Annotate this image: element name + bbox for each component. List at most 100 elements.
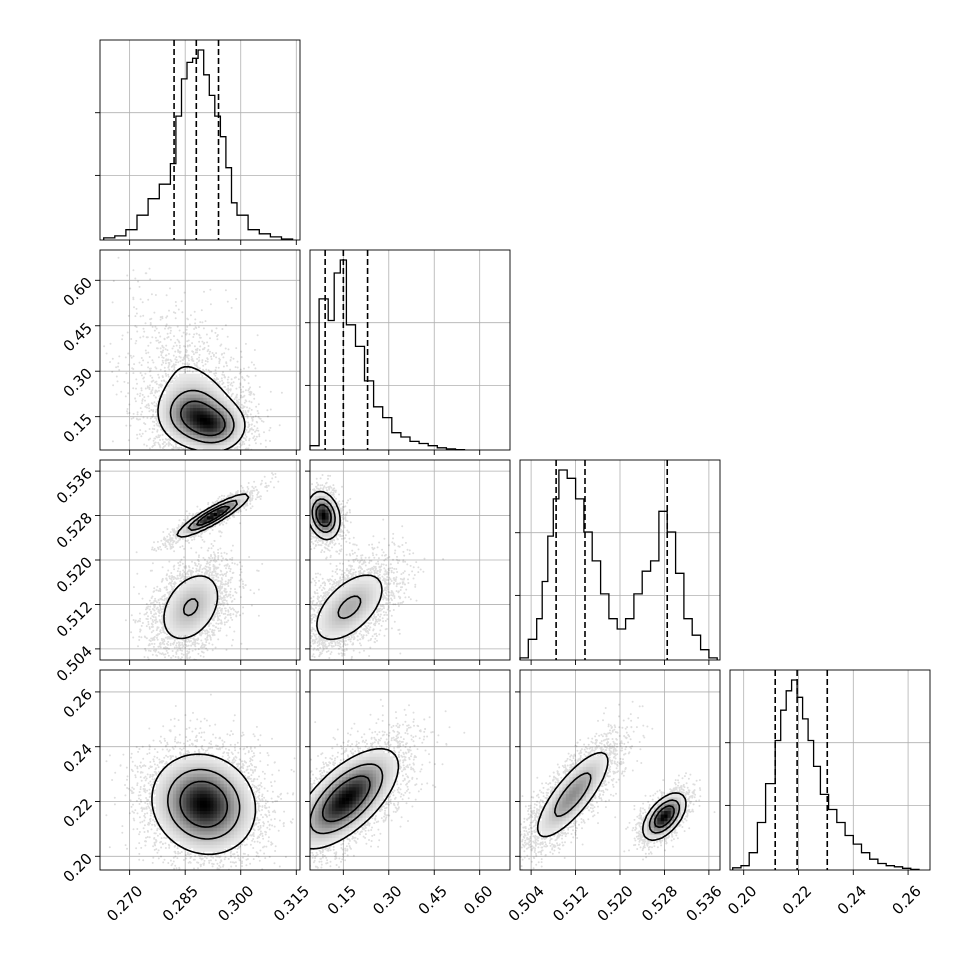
density-cell bbox=[318, 509, 323, 513]
density-cell bbox=[338, 624, 343, 629]
density-cell bbox=[159, 404, 163, 408]
density-cell bbox=[196, 756, 201, 761]
density-cell bbox=[220, 421, 224, 425]
axes-frame bbox=[309, 249, 511, 451]
density-cell bbox=[203, 817, 208, 822]
density-cell bbox=[565, 790, 570, 794]
density-cell bbox=[548, 803, 553, 808]
density-cell bbox=[332, 827, 336, 832]
density-cell bbox=[237, 820, 241, 825]
density-cell bbox=[172, 773, 177, 778]
density-cell bbox=[315, 529, 319, 534]
density-cell bbox=[545, 814, 550, 818]
density-cell bbox=[233, 807, 238, 811]
density-cell bbox=[169, 770, 174, 774]
density-cell bbox=[220, 814, 224, 818]
density-cell bbox=[183, 624, 187, 629]
density-cell bbox=[599, 756, 604, 761]
density-cell bbox=[166, 807, 170, 811]
density-cell bbox=[176, 631, 180, 635]
density-cell bbox=[318, 820, 323, 825]
density-cell bbox=[321, 526, 326, 530]
density-cell bbox=[321, 519, 326, 523]
density-cell bbox=[193, 803, 197, 808]
density-cell bbox=[338, 827, 343, 832]
density-cell bbox=[183, 837, 187, 842]
density-cell bbox=[179, 532, 184, 537]
density-cell bbox=[379, 756, 384, 761]
density-cell bbox=[376, 587, 380, 591]
density-cell bbox=[186, 837, 191, 842]
y-tick-label: 0.22 bbox=[60, 795, 96, 831]
density-cell bbox=[233, 810, 238, 815]
density-cell bbox=[172, 834, 177, 839]
density-cell bbox=[559, 803, 563, 808]
density-cell bbox=[582, 803, 587, 808]
density-cell bbox=[233, 411, 238, 415]
density-cell bbox=[172, 400, 177, 405]
density-cell bbox=[169, 627, 174, 632]
density-cell bbox=[206, 763, 211, 767]
density-cell bbox=[183, 841, 187, 845]
density-cell bbox=[189, 434, 194, 439]
density-cell bbox=[664, 797, 668, 801]
density-cell bbox=[203, 590, 208, 595]
density-cell bbox=[369, 759, 373, 764]
density-cell bbox=[213, 424, 218, 429]
density-cell bbox=[569, 814, 573, 818]
density-cell bbox=[216, 512, 221, 517]
density-cell bbox=[223, 404, 228, 408]
density-cell bbox=[575, 803, 580, 808]
density-cell bbox=[200, 587, 204, 591]
density-cell bbox=[579, 807, 583, 811]
density-cell bbox=[355, 770, 360, 774]
density-cell bbox=[349, 783, 353, 788]
density-cell bbox=[176, 610, 180, 615]
joint-panel-1-0 bbox=[95, 249, 301, 455]
density-cell bbox=[362, 783, 367, 788]
density-cell bbox=[162, 793, 167, 798]
density-cell bbox=[220, 844, 224, 849]
density-cell bbox=[586, 780, 590, 784]
density-cell bbox=[365, 793, 370, 798]
density-cell bbox=[318, 817, 323, 822]
density-cell bbox=[237, 780, 241, 784]
density-cell bbox=[213, 827, 218, 832]
density-cell bbox=[233, 793, 238, 798]
density-cell bbox=[213, 786, 218, 791]
density-cell bbox=[352, 617, 357, 622]
density-cell bbox=[230, 434, 235, 439]
density-cell bbox=[179, 597, 184, 601]
density-cell bbox=[172, 421, 177, 425]
density-cell bbox=[200, 600, 204, 605]
density-cell bbox=[186, 387, 191, 391]
density-cell bbox=[315, 820, 319, 825]
density-cell bbox=[565, 780, 570, 784]
density-cell bbox=[183, 763, 187, 767]
density-cell bbox=[359, 783, 363, 788]
density-cell bbox=[342, 617, 346, 622]
density-cell bbox=[349, 797, 353, 801]
density-cell bbox=[183, 597, 187, 601]
density-cell bbox=[183, 600, 187, 605]
density-cell bbox=[206, 580, 211, 584]
density-cell bbox=[599, 759, 604, 764]
density-cell bbox=[359, 590, 363, 595]
density-cell bbox=[559, 783, 563, 788]
contour-level-0 bbox=[157, 365, 246, 450]
density-cell bbox=[213, 800, 218, 805]
density-cell bbox=[176, 377, 180, 381]
density-cell bbox=[362, 786, 367, 791]
density-cell bbox=[189, 373, 194, 378]
density-cell bbox=[227, 803, 231, 808]
density-cell bbox=[227, 417, 231, 422]
density-cell bbox=[223, 841, 228, 845]
density-cell bbox=[372, 749, 377, 754]
density-cell bbox=[169, 624, 174, 629]
density-cell bbox=[372, 776, 377, 781]
density-cell bbox=[193, 411, 197, 415]
density-cell bbox=[315, 814, 319, 818]
density-cell bbox=[186, 831, 191, 835]
density-cell bbox=[376, 756, 380, 761]
axes-frame bbox=[99, 39, 301, 241]
